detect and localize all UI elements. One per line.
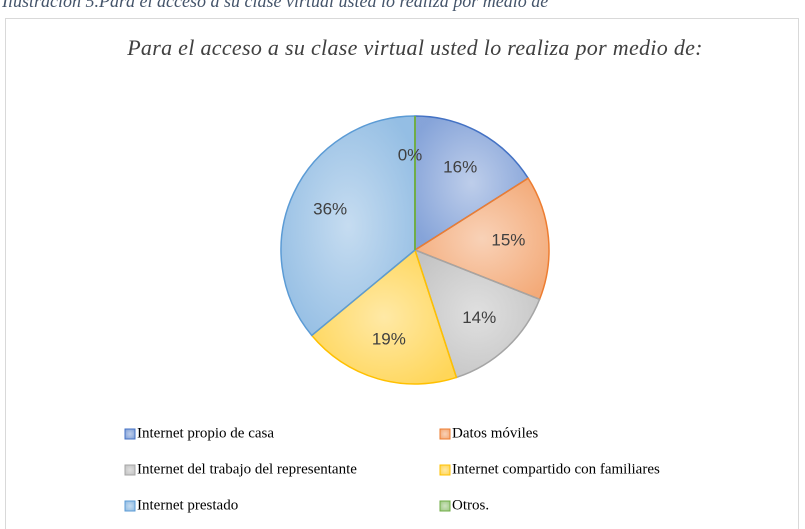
legend-swatch	[439, 464, 451, 476]
chart-title: Para el acceso a su clase virtual usted …	[127, 35, 703, 60]
data-label: 19%	[372, 330, 406, 349]
legend-swatch	[124, 428, 136, 440]
caption: Ilustración 5.Para el acceso a su clase …	[2, 0, 549, 11]
data-label: 0%	[398, 146, 423, 165]
legend-swatch	[439, 428, 451, 440]
pie-slice	[280, 115, 416, 337]
data-label: 14%	[462, 308, 496, 327]
data-label: 15%	[491, 231, 525, 250]
legend-label: Internet prestado	[137, 497, 238, 513]
legend-swatch	[439, 500, 451, 512]
pie-slice	[310, 248, 458, 385]
pie-slice	[414, 115, 530, 252]
data-label: 36%	[313, 200, 347, 219]
legend-label: Datos móviles	[452, 425, 538, 441]
legend-label: Internet compartido con familiares	[452, 461, 660, 477]
legend-label: Internet propio de casa	[137, 425, 274, 441]
chart-frame	[5, 18, 799, 529]
legend-label: Otros.	[452, 497, 489, 513]
legend-swatch	[124, 464, 136, 476]
legend-label: Internet del trabajo del representante	[137, 461, 357, 477]
pie-slice	[413, 177, 550, 301]
data-label: 16%	[443, 157, 477, 176]
legend-swatch	[124, 500, 136, 512]
